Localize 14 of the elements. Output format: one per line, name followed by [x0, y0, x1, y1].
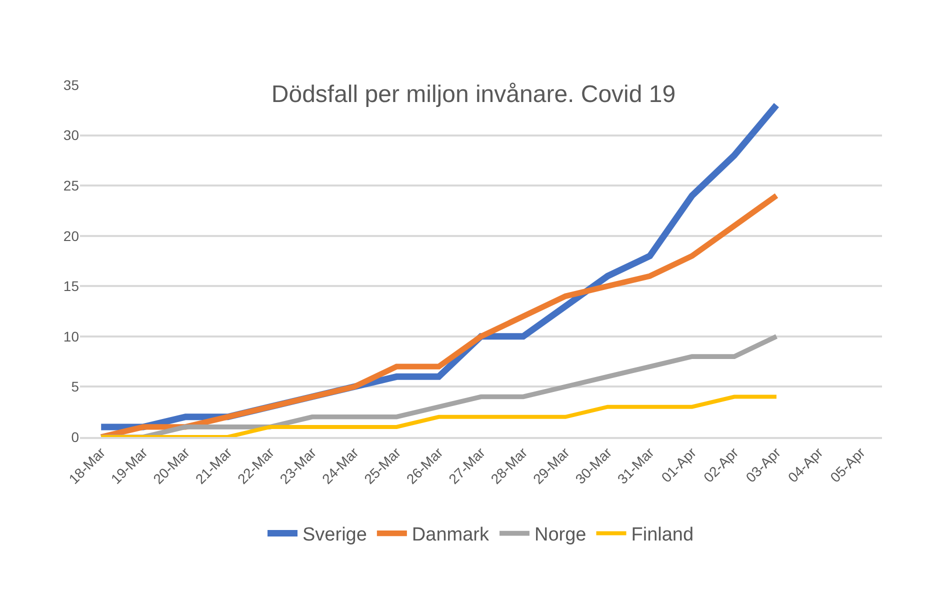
line-series — [99, 394, 778, 437]
y-tick-label: 0 — [71, 428, 80, 445]
y-tick-label: 25 — [63, 177, 80, 194]
y-tick-label: 35 — [63, 76, 80, 93]
legend-label: Norge — [534, 524, 586, 546]
y-tick-label: 15 — [63, 278, 80, 294]
legend-label: Sverige — [302, 524, 367, 546]
chart-title: Dödsfall per miljon invånare. Covid 19 — [271, 80, 676, 108]
legend-label: Danmark — [412, 524, 490, 546]
y-tick-label: 10 — [63, 328, 80, 344]
y-tick-label: 30 — [63, 127, 80, 144]
y-tick-label: 5 — [71, 378, 80, 395]
legend-label: Finland — [631, 524, 694, 546]
y-tick-label: 20 — [63, 228, 80, 244]
